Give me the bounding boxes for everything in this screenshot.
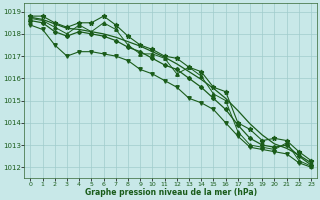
X-axis label: Graphe pression niveau de la mer (hPa): Graphe pression niveau de la mer (hPa) [85, 188, 257, 197]
